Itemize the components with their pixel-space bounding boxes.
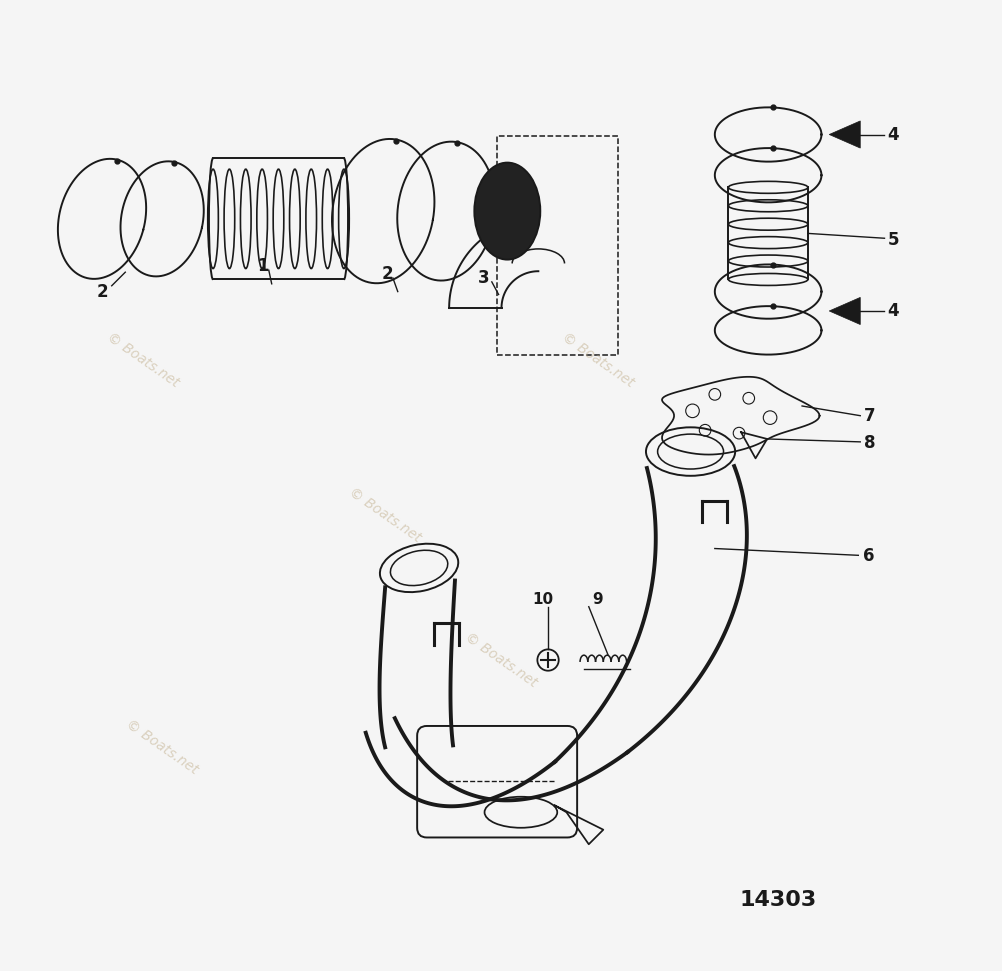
Text: 2: 2 <box>96 283 108 301</box>
Polygon shape <box>829 297 860 324</box>
Text: 4: 4 <box>887 125 898 144</box>
Text: 3: 3 <box>478 269 489 287</box>
Text: 2: 2 <box>381 265 393 284</box>
Text: 6: 6 <box>863 548 874 565</box>
Text: © Boats.net: © Boats.net <box>104 329 181 389</box>
Text: 10: 10 <box>532 592 553 608</box>
Text: 8: 8 <box>864 434 875 452</box>
Ellipse shape <box>474 162 540 259</box>
Polygon shape <box>829 121 860 148</box>
Text: 5: 5 <box>887 231 898 250</box>
Text: 9: 9 <box>592 592 602 608</box>
Text: 1: 1 <box>257 257 269 276</box>
Text: © Boats.net: © Boats.net <box>559 329 636 389</box>
Text: 4: 4 <box>887 302 898 320</box>
Text: 14303: 14303 <box>738 890 816 911</box>
Bar <box>496 137 617 354</box>
Text: © Boats.net: © Boats.net <box>123 718 200 778</box>
Text: © Boats.net: © Boats.net <box>346 485 424 545</box>
Text: © Boats.net: © Boats.net <box>462 630 540 690</box>
Text: 7: 7 <box>864 407 875 424</box>
